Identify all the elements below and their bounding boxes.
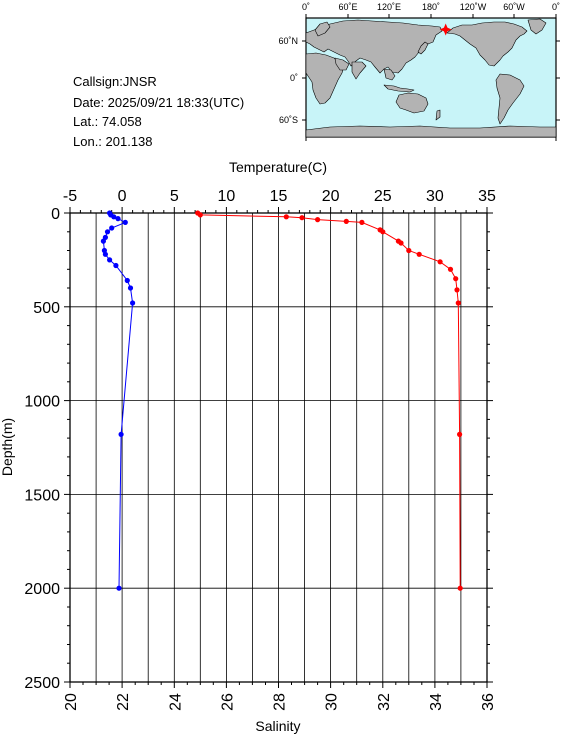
salinity-tick-label: 28	[272, 693, 289, 711]
temperature-data-point	[111, 214, 117, 220]
temperature-tick-label: 0	[118, 188, 127, 205]
salinity-data-point	[359, 219, 365, 225]
salinity-data-point	[406, 247, 412, 254]
salinity-data-point	[299, 215, 305, 221]
depth-tick-label: 1500	[24, 487, 60, 504]
map-lon-label: 120˚E	[377, 2, 401, 12]
salinity-tick-label: 32	[376, 693, 393, 711]
temperature-tick-label: 35	[478, 188, 496, 205]
salinity-data-point	[315, 217, 321, 223]
axis-ticks	[64, 207, 493, 688]
callsign-text: Callsign:JNSR	[73, 74, 157, 89]
salinity-tick-label: 30	[324, 693, 341, 711]
salinity-data-point	[457, 585, 463, 591]
temperature-tick-label: 15	[270, 188, 288, 205]
land-north-america	[446, 21, 528, 67]
salinity-data-point	[455, 300, 461, 306]
temperature-data-point	[100, 238, 106, 244]
temperature-tick-label: 5	[170, 188, 179, 205]
latitude-text: Lat.: 74.058	[73, 114, 142, 129]
depth-tick-label: 2500	[24, 675, 60, 692]
temperature-data-point	[113, 262, 119, 269]
map-lon-label: 60˚W	[503, 2, 525, 12]
temperature-data-point	[102, 251, 108, 257]
salinity-data-point	[197, 212, 203, 218]
land-eurasia	[305, 19, 443, 74]
salinity-tick-label: 22	[115, 693, 132, 711]
map-frame-ticks	[302, 14, 560, 141]
temperature-tick-label: 25	[374, 188, 392, 205]
longitude-text: Lon.: 201.138	[73, 134, 153, 149]
depth-tick-label: 0	[51, 206, 60, 223]
temperature-tick-label: 20	[322, 188, 340, 205]
land-indonesia	[383, 84, 415, 93]
map-lon-label: 60˚E	[338, 2, 357, 12]
temperature-data-point	[116, 585, 122, 591]
temperature-tick-label: 30	[426, 188, 444, 205]
salinity-tick-label: 20	[63, 693, 80, 711]
series-layer	[100, 210, 463, 591]
salinity-data-point	[343, 218, 349, 224]
temperature-axis-title: Temperature(C)	[229, 159, 327, 175]
temperature-data-point	[115, 216, 121, 222]
temperature-data-point	[104, 229, 111, 235]
salinity-data-point	[457, 431, 463, 437]
map-land	[305, 18, 557, 138]
location-map: 0˚ 60˚E 120˚E 180˚ 120˚W 60˚W 0˚ 60˚N 0˚…	[278, 2, 560, 141]
temperature-tick-label: 10	[218, 188, 236, 205]
temperature-data-point	[130, 300, 136, 306]
salinity-data-point	[453, 276, 459, 282]
temperature-data-point	[118, 431, 124, 437]
depth-tick-label: 500	[33, 300, 60, 317]
land-japan	[417, 41, 429, 55]
station-info: Callsign:JNSR Date: 2025/09/21 18:33(UTC…	[73, 74, 244, 149]
salinity-data-point	[437, 259, 443, 265]
temperature-data-point	[122, 219, 128, 225]
salinity-data-point	[416, 251, 422, 257]
station-marker	[439, 23, 452, 36]
salinity-axis-title: Salinity	[255, 718, 300, 734]
map-lat-label: 0˚	[290, 73, 298, 83]
land-antarctica	[305, 125, 557, 138]
salinity-tick-label: 36	[480, 693, 497, 711]
map-lon-label: 0˚	[302, 2, 310, 12]
land-se-asia	[383, 68, 396, 81]
salinity-data-point	[454, 287, 460, 293]
map-top-labels: 0˚ 60˚E 120˚E 180˚ 120˚W 60˚W 0˚	[302, 2, 560, 12]
map-lat-label: 60˚N	[278, 36, 298, 46]
map-lon-label: 0˚	[552, 2, 560, 12]
temperature-data-point	[109, 225, 115, 231]
salinity-data-point	[283, 214, 289, 220]
depth-tick-label: 1000	[24, 394, 60, 411]
land-scandinavia	[314, 21, 331, 37]
salinity-tick-label: 34	[428, 693, 445, 711]
temperature-data-point	[107, 257, 113, 263]
temperature-data-point	[124, 277, 130, 284]
salinity-tick-label: 26	[219, 693, 236, 711]
land-arabia	[334, 57, 350, 71]
depth-axis-title: Depth(m)	[0, 418, 15, 476]
map-lon-label: 120˚W	[460, 2, 487, 12]
temperature-tick-label: -5	[63, 188, 77, 205]
land-africa	[305, 52, 345, 105]
depth-tick-label: 2000	[24, 581, 60, 598]
salinity-tick-label: 24	[167, 693, 184, 711]
salinity-data-point	[398, 240, 404, 246]
temperature-data-point	[127, 285, 134, 291]
date-text: Date: 2025/09/21 18:33(UTC)	[73, 95, 244, 110]
land-new-zealand	[435, 109, 441, 121]
land-india	[351, 61, 367, 80]
land-south-america	[495, 73, 525, 125]
map-lat-label: 60˚S	[279, 115, 298, 125]
map-left-labels: 60˚N 0˚ 60˚S	[278, 36, 298, 125]
land-greenland	[527, 18, 547, 35]
map-lon-label: 180˚	[422, 2, 440, 12]
salinity-data-point	[380, 229, 386, 235]
salinity-data-point	[447, 266, 454, 272]
land-australia	[395, 92, 429, 114]
